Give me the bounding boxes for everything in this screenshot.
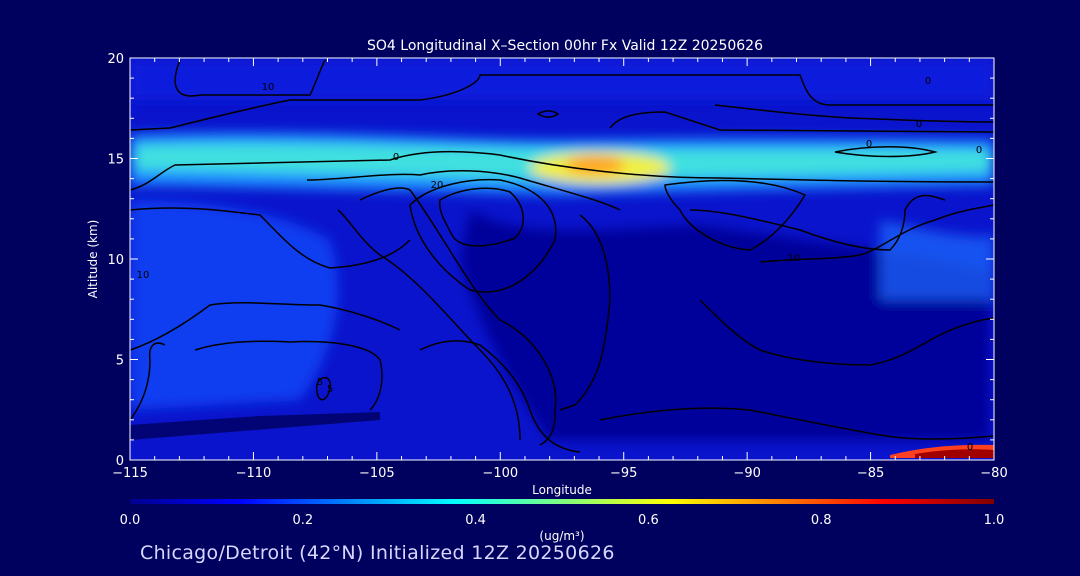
contour-label: 0 [967,442,973,453]
x-tick-label: −80 [980,466,1007,481]
y-tick-label: 10 [107,253,124,268]
axis-ticks [129,57,995,461]
y-tick-label: 15 [107,153,124,168]
x-tick-label: −115 [112,466,148,481]
terrain-mask [130,412,380,440]
colorbar-tick-label: 0.6 [638,513,659,528]
west-patch [130,200,339,410]
colorbar-tick-label: 0.8 [811,513,832,528]
contour-line [609,111,994,133]
contour-label: 20 [431,180,444,191]
contour-label: 5 [317,377,323,388]
contour-line [438,187,524,247]
contour-label: 10 [262,82,275,93]
contour-line [559,214,611,411]
contour-line [536,110,560,118]
contour-line [689,194,946,251]
colorbar-label: (ug/m³) [539,529,584,543]
contour-line [409,178,557,293]
contour-line [359,187,557,446]
y-axis-label: Altitude (km) [86,220,100,299]
contour-line [130,207,411,269]
colorbar [130,499,994,504]
footer-caption: Chicago/Detroit (42°N) Initialized 12Z 2… [140,542,615,564]
contour-label: 0 [916,119,922,130]
contour-line [306,170,621,211]
contour-line [130,151,994,191]
field [130,58,994,460]
contour-line [174,59,326,97]
x-tick-label: −100 [482,466,518,481]
contour-line [664,179,807,251]
x-tick-label: −95 [610,466,637,481]
contours [130,59,994,453]
contour-label: 0 [925,76,931,87]
x-tick-label: −90 [733,466,760,481]
contour-label: 5 [327,384,333,395]
contour-line [337,209,521,441]
peak-inner [565,156,625,174]
contour-line [834,146,938,158]
chart-title: SO4 Longitudinal X–Section 00hr Fx Valid… [367,38,763,54]
contour-line [130,302,401,351]
contour-label: 0 [976,145,982,156]
x-axis-label: Longitude [532,483,592,497]
contour-line [315,376,331,401]
x-tick-label: −85 [857,466,884,481]
contour-label: 0 [866,139,872,150]
y-tick-label: 5 [116,354,124,369]
y-tick-label: 0 [116,454,124,469]
surface-hotspot-core [915,449,994,458]
contour-line [759,204,994,263]
contour-line [599,407,994,440]
contour-line [194,340,383,411]
axis-tick-labels: −115 −110 −105 −100 −95 −90 −85 −80 0 5 10 15 20 [107,52,1007,481]
contour-line [699,299,994,366]
colorbar-tick-label: 0.2 [292,513,313,528]
contour-line [130,74,994,131]
contour-line [130,342,166,421]
colorbar-tick-label: 1.0 [984,513,1005,528]
contour-label: 10 [137,270,150,281]
y-tick-label: 20 [107,52,124,67]
contour-label: 0 [393,152,399,163]
colorbar-tick-label: 0.4 [465,513,486,528]
x-tick-label: −110 [236,466,272,481]
contour-line [714,104,994,123]
upper-band [130,60,994,100]
colorbar-tick-labels: 0.0 0.2 0.4 0.6 0.8 1.0 [120,513,1005,528]
contour-label: 10 [788,253,801,264]
colorbar-tick-label: 0.0 [120,513,141,528]
x-tick-label: −105 [359,466,395,481]
contour-line [419,340,581,453]
contour-labels: 10 0 10 0 0 20 10 0 55 0 0 [137,76,983,453]
east-patch [880,220,994,300]
